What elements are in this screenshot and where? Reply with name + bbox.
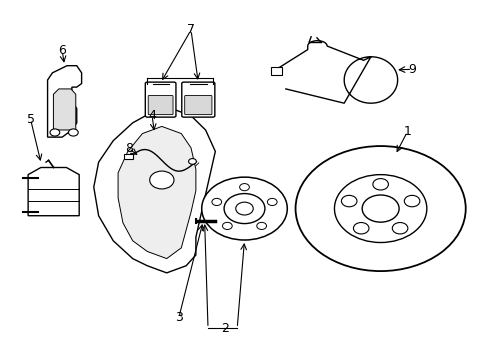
Polygon shape <box>47 66 81 137</box>
Circle shape <box>149 171 174 189</box>
Text: 9: 9 <box>407 63 415 76</box>
Text: 5: 5 <box>26 113 35 126</box>
Circle shape <box>235 202 253 215</box>
Text: 6: 6 <box>58 44 66 57</box>
Text: 1: 1 <box>403 125 410 138</box>
Circle shape <box>391 222 407 234</box>
Circle shape <box>222 222 232 229</box>
FancyBboxPatch shape <box>145 82 176 117</box>
Circle shape <box>362 195 398 222</box>
Circle shape <box>239 184 249 191</box>
Circle shape <box>256 222 266 229</box>
FancyBboxPatch shape <box>148 95 173 114</box>
Circle shape <box>68 129 78 136</box>
Text: 7: 7 <box>186 23 195 36</box>
FancyBboxPatch shape <box>182 82 214 117</box>
Circle shape <box>50 129 60 136</box>
Circle shape <box>295 146 465 271</box>
Polygon shape <box>94 109 215 273</box>
FancyBboxPatch shape <box>184 95 211 114</box>
Circle shape <box>211 198 221 206</box>
FancyBboxPatch shape <box>123 154 132 159</box>
Circle shape <box>341 195 356 207</box>
Text: 4: 4 <box>148 109 156 122</box>
Polygon shape <box>53 89 76 130</box>
FancyBboxPatch shape <box>271 67 282 75</box>
Circle shape <box>201 177 287 240</box>
Circle shape <box>334 175 426 243</box>
Circle shape <box>224 194 264 224</box>
Circle shape <box>353 222 368 234</box>
Circle shape <box>404 195 419 207</box>
Text: 8: 8 <box>124 142 133 155</box>
Circle shape <box>372 179 387 190</box>
Circle shape <box>267 198 277 206</box>
Polygon shape <box>118 126 196 258</box>
Circle shape <box>188 158 196 164</box>
Text: 3: 3 <box>175 311 183 324</box>
Text: 2: 2 <box>221 322 228 335</box>
